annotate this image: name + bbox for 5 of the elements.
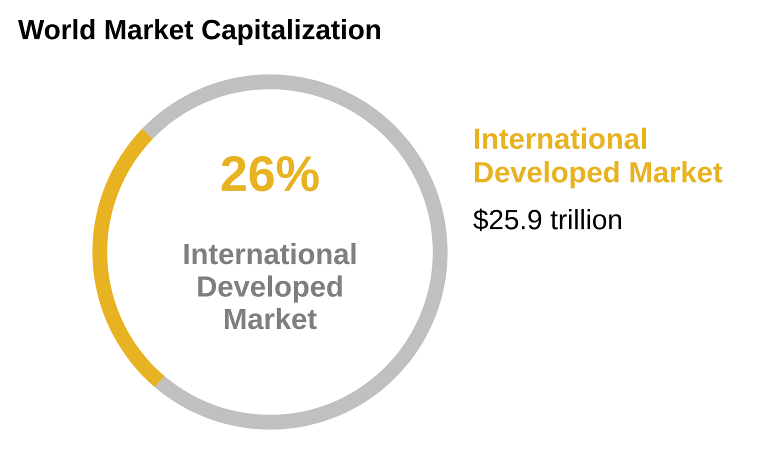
text: $25.9 trillion [473,208,621,232]
text: 26% [222,156,319,192]
chart-title: World Market Capitalization [18,19,380,45]
text: International Developed Market [184,242,356,330]
text: International Developed Market [474,128,722,188]
